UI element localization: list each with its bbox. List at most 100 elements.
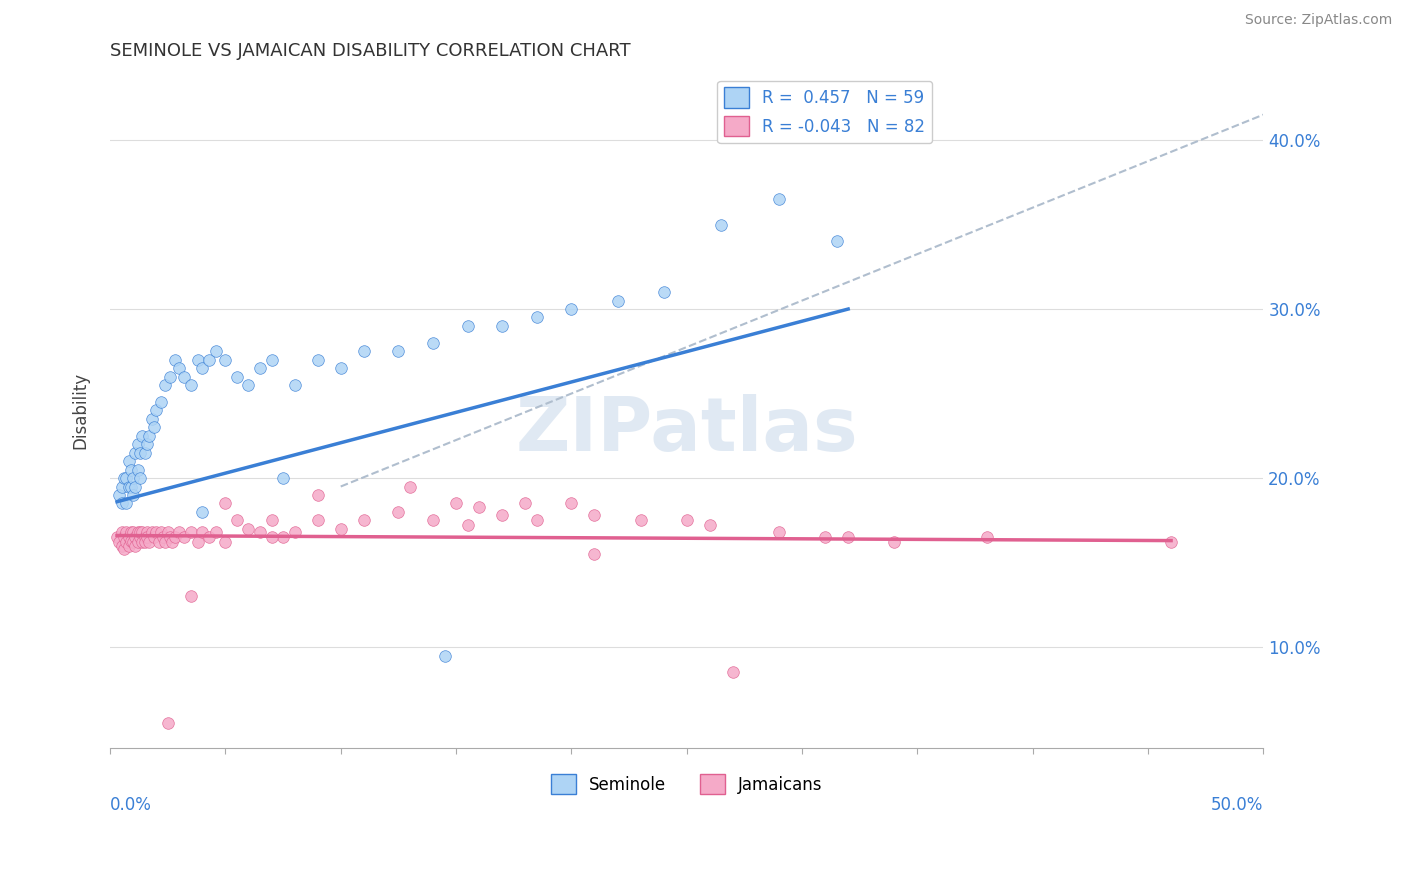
Point	[284, 378, 307, 392]
Point	[155, 378, 177, 392]
Point	[825, 235, 848, 249]
Point	[883, 535, 905, 549]
Point	[122, 525, 145, 540]
Point	[198, 352, 221, 367]
Point	[238, 522, 260, 536]
Point	[117, 530, 139, 544]
Point	[284, 525, 307, 540]
Point	[115, 471, 138, 485]
Point	[205, 344, 228, 359]
Point	[271, 530, 294, 544]
Text: SEMINOLE VS JAMAICAN DISABILITY CORRELATION CHART: SEMINOLE VS JAMAICAN DISABILITY CORRELAT…	[110, 42, 631, 60]
Point	[444, 496, 467, 510]
Point	[1160, 535, 1182, 549]
Y-axis label: Disability: Disability	[72, 372, 89, 449]
Point	[159, 530, 181, 544]
Point	[169, 525, 191, 540]
Point	[156, 525, 179, 540]
Point	[307, 513, 329, 527]
Point	[583, 508, 606, 523]
Point	[560, 301, 582, 316]
Point	[433, 648, 456, 663]
Point	[131, 535, 153, 549]
Point	[721, 665, 744, 680]
Point	[238, 378, 260, 392]
Point	[180, 378, 202, 392]
Point	[468, 500, 491, 514]
Point	[180, 525, 202, 540]
Point	[191, 505, 214, 519]
Point	[155, 535, 177, 549]
Point	[606, 293, 628, 308]
Point	[457, 518, 479, 533]
Point	[630, 513, 652, 527]
Point	[169, 361, 191, 376]
Point	[127, 437, 149, 451]
Point	[422, 335, 444, 350]
Point	[131, 525, 153, 540]
Point	[214, 535, 236, 549]
Text: Source: ZipAtlas.com: Source: ZipAtlas.com	[1244, 13, 1392, 28]
Point	[814, 530, 837, 544]
Point	[120, 462, 142, 476]
Point	[148, 535, 170, 549]
Point	[191, 361, 214, 376]
Point	[124, 530, 146, 544]
Point	[122, 471, 145, 485]
Point	[205, 525, 228, 540]
Point	[710, 218, 733, 232]
Point	[127, 525, 149, 540]
Point	[652, 285, 675, 300]
Point	[120, 525, 142, 540]
Point	[560, 496, 582, 510]
Point	[260, 352, 283, 367]
Point	[134, 446, 156, 460]
Point	[115, 535, 138, 549]
Point	[173, 369, 195, 384]
Point	[191, 525, 214, 540]
Point	[260, 513, 283, 527]
Point	[136, 525, 159, 540]
Point	[149, 525, 172, 540]
Point	[134, 530, 156, 544]
Point	[115, 525, 138, 540]
Point	[768, 192, 790, 206]
Point	[226, 369, 249, 384]
Point	[353, 513, 375, 527]
Point	[163, 530, 186, 544]
Point	[145, 525, 167, 540]
Text: ZIPatlas: ZIPatlas	[516, 394, 858, 467]
Point	[142, 420, 165, 434]
Point	[387, 344, 409, 359]
Point	[124, 539, 146, 553]
Point	[768, 525, 790, 540]
Point	[491, 318, 513, 333]
Point	[110, 479, 132, 493]
Point	[110, 539, 132, 553]
Point	[249, 525, 271, 540]
Point	[138, 535, 160, 549]
Point	[120, 479, 142, 493]
Point	[976, 530, 998, 544]
Point	[117, 454, 139, 468]
Point	[173, 530, 195, 544]
Point	[134, 535, 156, 549]
Text: 50.0%: 50.0%	[1211, 796, 1264, 814]
Point	[329, 361, 352, 376]
Point	[399, 479, 422, 493]
Legend: Seminole, Jamaicans: Seminole, Jamaicans	[544, 767, 830, 801]
Point	[187, 535, 209, 549]
Point	[141, 525, 163, 540]
Point	[112, 471, 135, 485]
Point	[187, 352, 209, 367]
Point	[583, 547, 606, 561]
Point	[129, 446, 152, 460]
Point	[249, 361, 271, 376]
Point	[138, 429, 160, 443]
Point	[163, 352, 186, 367]
Point	[145, 403, 167, 417]
Point	[112, 542, 135, 557]
Point	[422, 513, 444, 527]
Point	[110, 525, 132, 540]
Point	[260, 530, 283, 544]
